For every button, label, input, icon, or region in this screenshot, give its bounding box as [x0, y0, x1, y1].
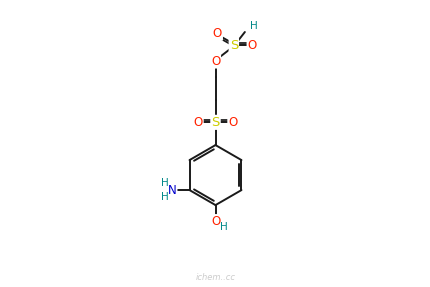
Text: S: S — [229, 39, 237, 52]
Text: H: H — [161, 178, 169, 188]
Text: H: H — [249, 21, 257, 31]
Text: H: H — [161, 192, 169, 202]
Text: O: O — [210, 215, 220, 228]
Text: O: O — [228, 116, 237, 129]
Text: O: O — [210, 55, 220, 67]
Text: O: O — [212, 27, 221, 40]
Text: H: H — [220, 222, 228, 232]
Text: O: O — [247, 39, 256, 52]
Text: S: S — [211, 116, 219, 129]
Text: O: O — [193, 116, 202, 129]
Text: ichem..cc: ichem..cc — [195, 273, 235, 282]
Text: N: N — [167, 184, 176, 197]
